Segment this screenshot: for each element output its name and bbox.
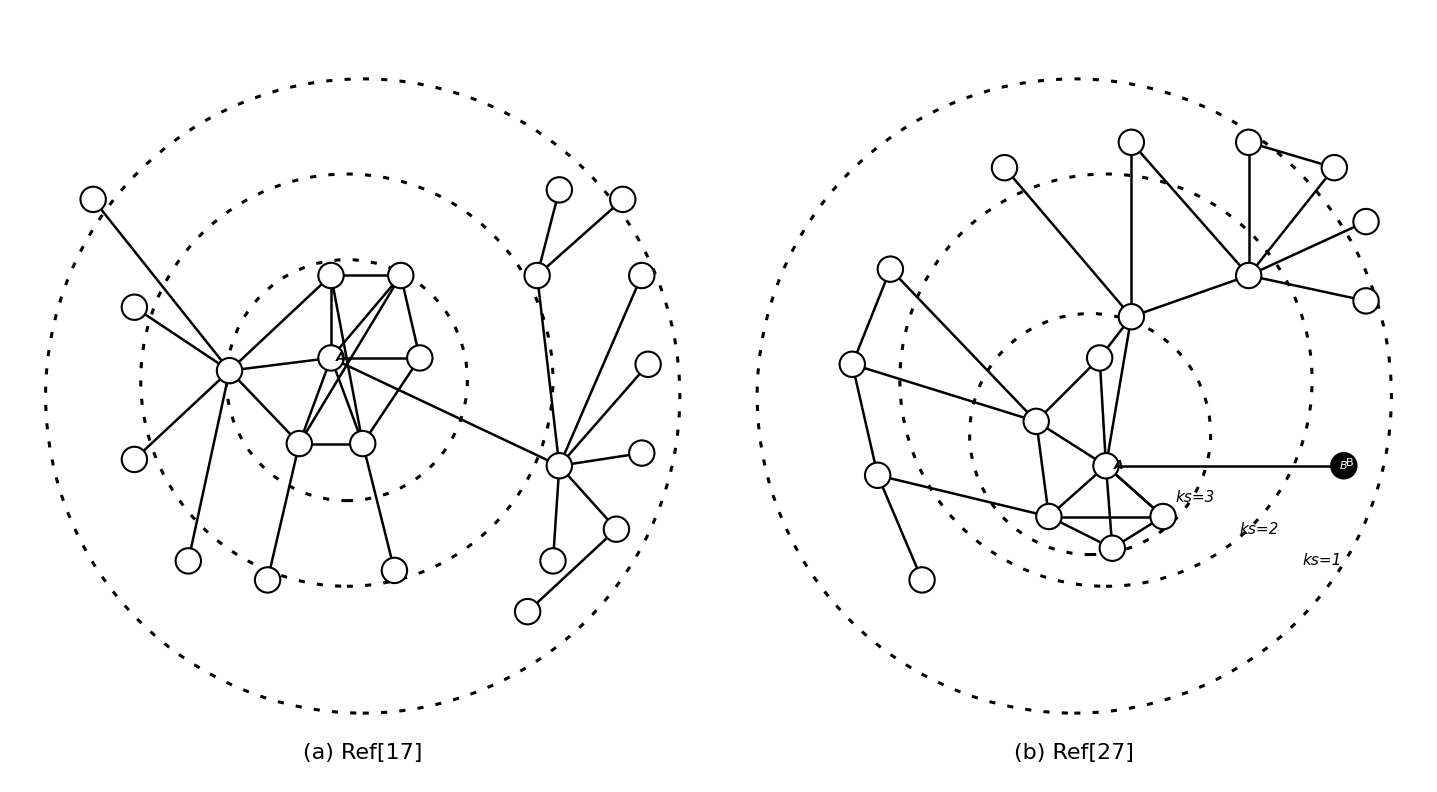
Text: B: B: [1346, 458, 1354, 467]
Circle shape: [1151, 504, 1175, 529]
Circle shape: [1236, 130, 1262, 155]
Text: ks=2: ks=2: [1239, 522, 1279, 537]
Circle shape: [878, 257, 902, 282]
Circle shape: [540, 548, 566, 573]
Title: (a) Ref[17]: (a) Ref[17]: [303, 743, 422, 763]
Circle shape: [1322, 155, 1346, 181]
Circle shape: [1331, 453, 1357, 478]
Circle shape: [1023, 409, 1049, 434]
Circle shape: [382, 558, 407, 583]
Circle shape: [992, 155, 1017, 181]
Text: A: A: [1114, 459, 1124, 472]
Circle shape: [80, 187, 106, 212]
Circle shape: [1236, 263, 1262, 288]
Circle shape: [1354, 288, 1378, 314]
Text: A: A: [336, 352, 345, 364]
Circle shape: [122, 295, 147, 320]
Circle shape: [611, 187, 635, 212]
Circle shape: [388, 263, 414, 288]
Circle shape: [865, 463, 891, 488]
Circle shape: [604, 516, 629, 542]
Title: (b) Ref[27]: (b) Ref[27]: [1015, 743, 1134, 763]
Circle shape: [1086, 345, 1112, 371]
Circle shape: [175, 548, 201, 573]
Text: ks=3: ks=3: [1175, 490, 1216, 505]
Circle shape: [1099, 535, 1125, 561]
Circle shape: [629, 263, 654, 288]
Circle shape: [635, 352, 661, 377]
Text: B: B: [1341, 461, 1348, 470]
Circle shape: [1094, 453, 1118, 478]
Circle shape: [514, 599, 540, 624]
Circle shape: [351, 431, 375, 456]
Text: ks=1: ks=1: [1302, 554, 1342, 569]
Circle shape: [1036, 504, 1062, 529]
Circle shape: [525, 263, 550, 288]
Circle shape: [1118, 130, 1144, 155]
Circle shape: [217, 358, 243, 383]
Circle shape: [839, 352, 865, 377]
Circle shape: [319, 345, 343, 371]
Circle shape: [629, 440, 654, 466]
Text: B: B: [1339, 421, 1348, 434]
Circle shape: [546, 453, 572, 478]
Circle shape: [407, 345, 433, 371]
Circle shape: [1354, 209, 1378, 234]
Circle shape: [546, 177, 572, 203]
Circle shape: [910, 567, 934, 592]
Circle shape: [319, 263, 343, 288]
Circle shape: [286, 431, 312, 456]
Circle shape: [122, 447, 147, 472]
Circle shape: [254, 567, 280, 592]
Circle shape: [1118, 304, 1144, 329]
